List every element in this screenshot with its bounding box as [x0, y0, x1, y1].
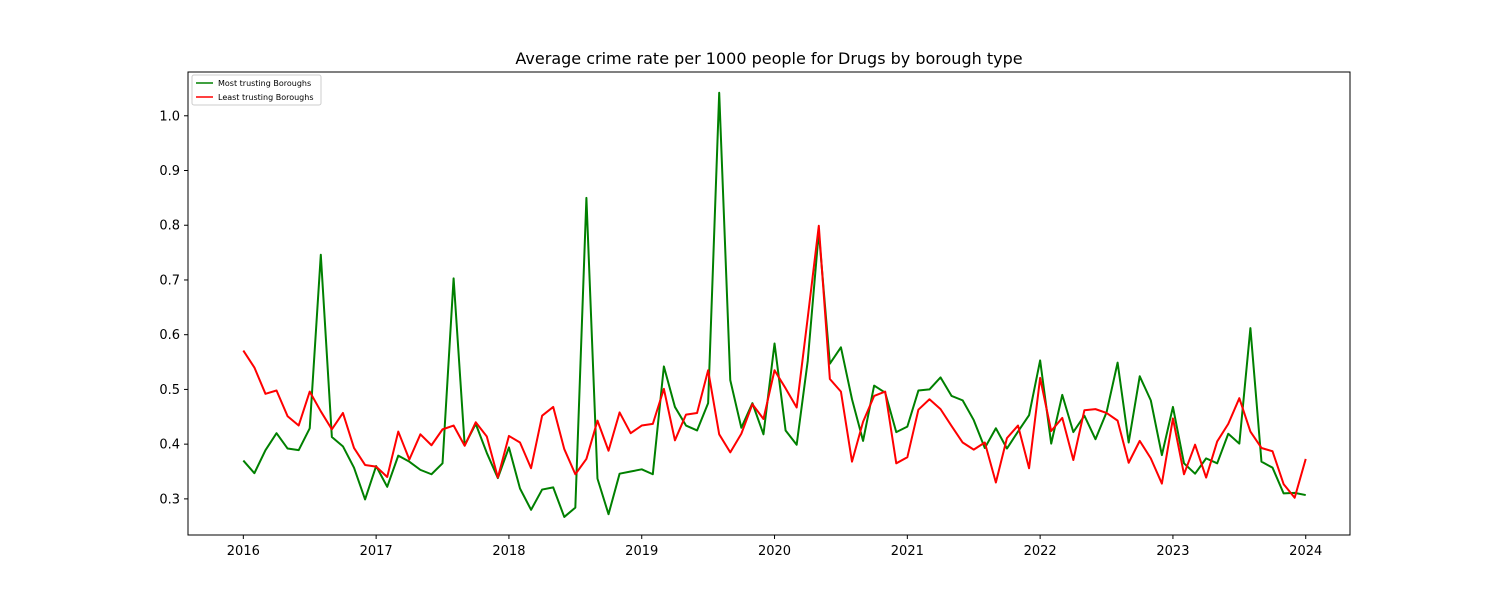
legend-label-most-trusting: Most trusting Boroughs — [218, 79, 311, 88]
y-tick-label-3: 0.6 — [159, 328, 180, 343]
plot-area — [242, 91, 1307, 518]
y-tick-label-7: 1.0 — [159, 109, 180, 124]
x-tick-label-3: 2019 — [625, 544, 658, 559]
legend-label-least-trusting: Least trusting Boroughs — [218, 93, 313, 102]
y-tick-label-1: 0.4 — [159, 438, 180, 453]
x-tick-label-6: 2022 — [1024, 544, 1057, 559]
y-tick-label-5: 0.8 — [159, 219, 180, 234]
x-tick-label-0: 2016 — [227, 544, 260, 559]
legend-frame — [191, 74, 322, 106]
x-tick-label-4: 2020 — [758, 544, 791, 559]
x-tick-label-5: 2021 — [891, 544, 924, 559]
plot-frame — [187, 71, 1351, 536]
legend: Most trusting Boroughs Least trusting Bo… — [191, 74, 322, 106]
x-tick-label-1: 2017 — [360, 544, 393, 559]
x-tick-label-7: 2023 — [1156, 544, 1189, 559]
y-tick-label-6: 0.9 — [159, 164, 180, 179]
y-tick-label-4: 0.7 — [159, 273, 180, 288]
chart-title: Average crime rate per 1000 people for D… — [515, 49, 1022, 68]
x-tick-label-2: 2018 — [492, 544, 525, 559]
y-tick-label-0: 0.3 — [159, 492, 180, 507]
series-line-0 — [242, 91, 1306, 518]
x-tick-label-8: 2024 — [1289, 544, 1322, 559]
series-line-1 — [242, 224, 1307, 499]
axes: 2016 2017 2018 2019 2020 2021 2022 2023 2024 0.3 0… — [159, 71, 1351, 559]
y-tick-label-2: 0.5 — [159, 383, 180, 398]
